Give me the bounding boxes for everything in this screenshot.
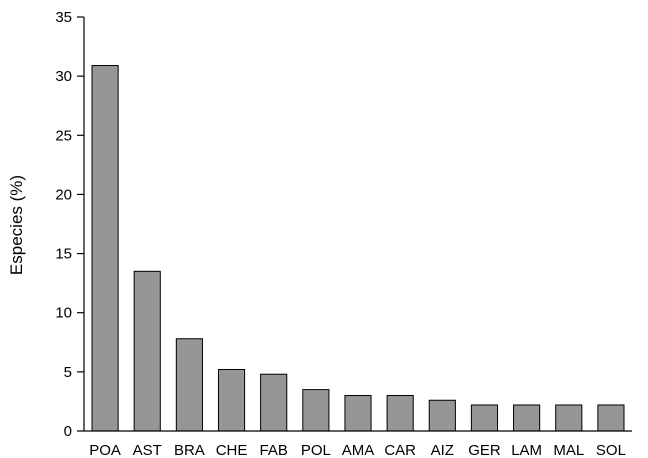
x-tick-label: AIZ bbox=[431, 442, 454, 458]
x-tick-label: GER bbox=[468, 442, 501, 458]
x-tick-label: SOL bbox=[596, 442, 626, 458]
y-tick-label: 0 bbox=[64, 423, 72, 440]
bar-sol bbox=[597, 404, 625, 432]
y-tick-label: 10 bbox=[55, 305, 72, 322]
bar-bra bbox=[175, 338, 203, 432]
bar-ast bbox=[133, 270, 161, 432]
y-tick-label: 30 bbox=[55, 68, 72, 85]
bar-lam bbox=[513, 404, 541, 432]
bar-mal bbox=[555, 404, 583, 432]
bar-poa bbox=[91, 65, 119, 432]
bar-car bbox=[386, 395, 414, 432]
bar-ama bbox=[344, 395, 372, 432]
x-tick-label: LAM bbox=[511, 442, 542, 458]
x-tick-label: AMA bbox=[342, 442, 375, 458]
bar-che bbox=[217, 368, 246, 432]
plot-area: POA AST BRA CHE FAB POL AMA CAR AIZ GER LAM MAL SOL 0… bbox=[55, 9, 632, 458]
y-tick-label: 35 bbox=[55, 9, 72, 26]
x-tick-label: POA bbox=[89, 442, 121, 458]
bar-ger bbox=[470, 404, 499, 432]
y-tick-label: 25 bbox=[55, 127, 72, 144]
y-tick-label: 15 bbox=[55, 246, 72, 263]
x-tick-label: CAR bbox=[384, 442, 416, 458]
x-tick-label: AST bbox=[133, 442, 162, 458]
bar-aiz bbox=[428, 399, 456, 432]
x-tick-label: BRA bbox=[174, 442, 205, 458]
x-tick-label: CHE bbox=[216, 442, 248, 458]
bar-pol bbox=[302, 389, 330, 432]
bar-fab bbox=[260, 373, 288, 432]
x-tick-label: FAB bbox=[260, 442, 288, 458]
x-tick-label: MAL bbox=[553, 442, 584, 458]
y-tick-label: 5 bbox=[64, 364, 72, 381]
x-tick-label: POL bbox=[301, 442, 331, 458]
y-axis-title: Especies (%) bbox=[7, 175, 26, 275]
y-tick-label: 20 bbox=[55, 186, 72, 203]
